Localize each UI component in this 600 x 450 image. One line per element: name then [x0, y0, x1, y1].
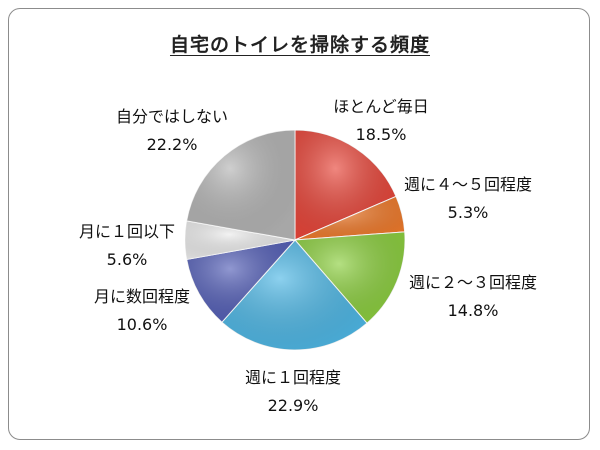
slice-value-label: 22.2% — [147, 135, 198, 154]
slice-label: 週に１回程度 — [245, 368, 341, 387]
slice-label: 月に１回以下 — [79, 222, 175, 241]
slice-label: 月に数回程度 — [94, 287, 190, 306]
pie-slice-shading — [295, 196, 405, 240]
slice-value-label: 10.6% — [117, 315, 168, 334]
pie-slice-shading — [186, 130, 295, 240]
slice-label: 週に２～３回程度 — [409, 273, 537, 292]
slice-label: ほとんど毎日 — [333, 97, 429, 116]
slice-value-label: 5.3% — [448, 203, 489, 222]
chart-title: 自宅のトイレを掃除する頻度 — [169, 34, 430, 56]
slice-label: 自分ではしない — [116, 107, 228, 126]
slice-value-label: 5.6% — [107, 250, 148, 269]
slice-value-label: 14.8% — [448, 301, 499, 320]
pie-slice-shading — [295, 231, 406, 324]
slice-value-label: 18.5% — [356, 125, 407, 144]
pie-slice-shading — [295, 130, 397, 240]
pie-slice-shading — [185, 220, 295, 260]
slice-value-label: 22.9% — [268, 396, 319, 415]
slice-label: 週に４～５回程度 — [404, 175, 532, 194]
pie-slice-shading — [186, 240, 295, 323]
pie-slice-shading — [221, 240, 368, 350]
